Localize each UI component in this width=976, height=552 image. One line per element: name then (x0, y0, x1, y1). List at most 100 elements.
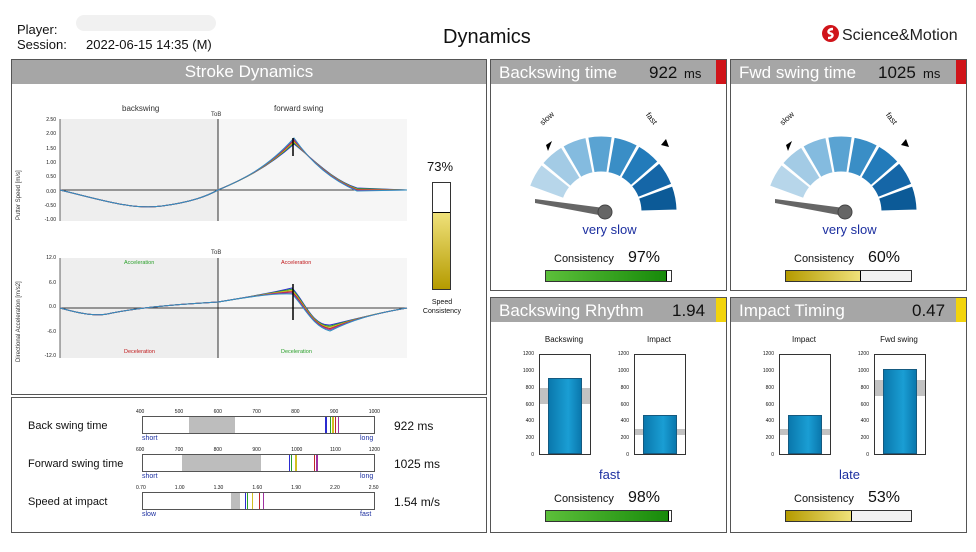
gauge-segment (860, 145, 899, 187)
metric-label: Forward swing time (28, 458, 124, 470)
metric-range-bar (142, 454, 375, 472)
fwd-swing-time-value: 1025 (878, 63, 916, 82)
gauge-segment (630, 162, 673, 198)
metric-tick-label: 1.30 (213, 485, 224, 491)
bar-title: Impact (646, 335, 671, 344)
accel-axis-label: Directional Acceleration [m/s2] (16, 281, 22, 362)
metric-range-bar (142, 416, 375, 434)
fwd-swing-time-title: Fwd swing time (739, 63, 857, 82)
backswing-time-flag (716, 60, 726, 84)
gauge-fast-arrow-icon (901, 139, 909, 147)
fwd-swing-time-flag (956, 60, 966, 84)
bar-tick-label: 200 (860, 435, 869, 442)
bar-value (643, 414, 677, 454)
bar-tick-label: 0 (626, 452, 629, 458)
backswing-rhythm-value: 1.94 (672, 301, 706, 320)
impact-timing-header: Impact Timing 0.47 (731, 298, 966, 322)
gauge-needle (775, 199, 844, 216)
bar-tick-label: 600 (525, 401, 534, 408)
accel-label-back: Acceleration (124, 260, 155, 266)
impact-timing-flag (956, 298, 966, 322)
metric-marker (290, 455, 293, 471)
decel-label-back: Deceleration (124, 349, 155, 355)
impact-timing-chart: Impact 1200 1000 800 600 400 200 0 Fwd swing 1200… (731, 298, 968, 534)
bar-tick-label: 0 (531, 452, 534, 458)
accel-tick-label: -12.0 (44, 353, 56, 359)
bar-value (883, 369, 917, 454)
backswing-rhythm-title: Backswing Rhythm (499, 301, 644, 320)
fwd-swing-time-gauge (768, 135, 918, 220)
backswing-time-consistency-value: 97% (628, 249, 661, 266)
metric-tick-label: 900 (330, 409, 339, 415)
metric-tick-label: 1000 (368, 409, 380, 415)
bar-tick-label: 1200 (617, 351, 629, 357)
session-label: Session: (17, 37, 67, 52)
gauge-slow-arrow-icon (546, 141, 552, 151)
backswing-rhythm-header: Backswing Rhythm 1.94 (491, 298, 726, 322)
metric-marker (288, 455, 290, 471)
bar-tick-label: 1200 (762, 351, 774, 357)
speed-consistency-bar (432, 182, 451, 290)
metric-tick-label: 1100 (330, 447, 341, 453)
bar-tick-label: 600 (860, 401, 869, 408)
backswing-rhythm-consistency-bar (545, 510, 672, 522)
gauge-slow-arrow-icon (786, 141, 792, 151)
bar-tick-label: 1200 (857, 351, 869, 357)
backswing-time-verdict: very slow (582, 222, 637, 237)
metric-tick-label: 400 (136, 409, 145, 415)
bar-tick-label: 200 (620, 435, 629, 442)
speed-curve (59, 137, 408, 208)
accel-tick-label: 6.0 (49, 279, 56, 286)
gauge-hub (597, 204, 613, 220)
bar-frame (779, 354, 831, 455)
metric-marker (251, 493, 253, 509)
metric-range-band (230, 493, 240, 509)
backswing-rhythm-consistency-value: 98% (628, 489, 661, 506)
gauge-segment (877, 185, 918, 212)
metric-range-bar (142, 492, 375, 510)
gauge-segment (562, 136, 594, 179)
gauge-segment (768, 163, 811, 199)
fwd-swing-time-consistency-label: Consistency (794, 253, 854, 265)
impact-timing-panel: Impact Timing 0.47 Impact 1200 1000 800 600 4… (730, 297, 967, 533)
bar-title: Fwd swing (880, 335, 918, 344)
metric-value: 922 ms (394, 419, 434, 433)
speed-tick-label: -0.50 (44, 202, 56, 209)
bar-tick-label: 200 (525, 435, 534, 442)
bar-tick-label: 1000 (857, 367, 869, 374)
impact-timing-value: 0.47 (912, 301, 946, 320)
impact-timing-consistency-bar (785, 510, 912, 522)
metric-left-label: short (142, 435, 158, 442)
fwd-swing-time-consistency-bar (785, 270, 912, 282)
metric-marker (330, 417, 332, 433)
backswing-time-header: Backswing time 922 ms (491, 60, 726, 84)
bar-tick-label: 800 (525, 384, 534, 391)
brand-name: Science&Motion (842, 27, 958, 44)
metric-tick-label: 2.50 (368, 485, 379, 491)
fwd-swing-time-panel: Fwd swing time 1025 ms slow fast very sl… (730, 59, 967, 291)
backswing-label: backswing (122, 104, 160, 113)
backswing-rhythm-consistency-label: Consistency (554, 493, 614, 505)
impact-timing-consistency-label: Consistency (794, 493, 854, 505)
gauge-segment (607, 136, 638, 178)
bar-tick-label: 600 (765, 401, 774, 408)
backswing-rhythm-flag (716, 298, 726, 322)
metric-tick-label: 800 (213, 447, 222, 453)
speed-consistency-label-2: Consistency (422, 308, 462, 315)
backswing-time-value: 922 (649, 63, 678, 82)
metric-tick-label: 1.00 (174, 485, 185, 491)
bar-frame (634, 354, 686, 455)
backswing-time-consistency-label: Consistency (554, 253, 614, 265)
metric-value: 1.54 m/s (394, 495, 441, 509)
metric-label: Back swing time (28, 420, 108, 432)
metric-tick-label: 600 (213, 409, 222, 415)
bar-tick-label: 800 (620, 384, 629, 391)
metric-tick-label: 700 (174, 447, 184, 453)
gauge-segment (782, 146, 821, 188)
metric-value: 1025 ms (394, 457, 441, 471)
metric-left-label: slow (142, 511, 157, 518)
gauge-segment (870, 162, 913, 198)
bar-title: Backswing (544, 335, 584, 344)
metric-marker (334, 417, 337, 433)
metric-tick-label: 700 (252, 409, 261, 415)
